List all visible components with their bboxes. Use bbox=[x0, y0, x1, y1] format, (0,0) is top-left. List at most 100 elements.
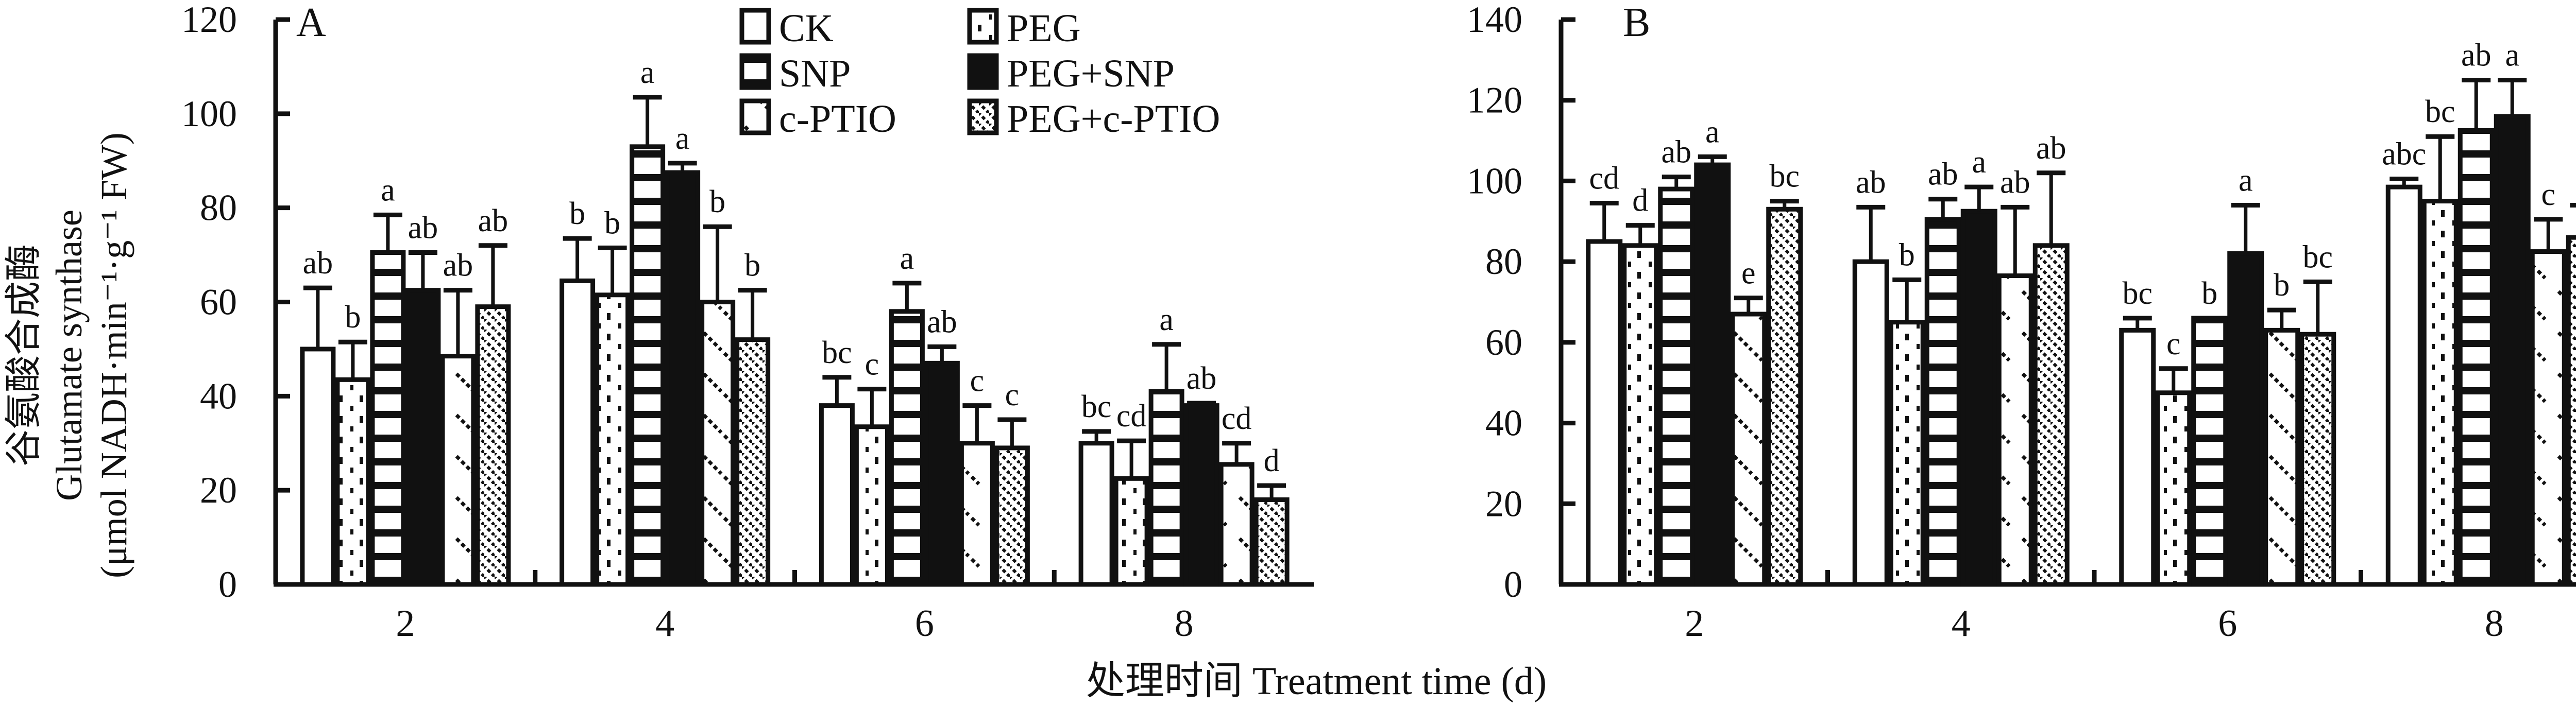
significance-letter: a bbox=[1972, 145, 1986, 180]
significance-letter: ab bbox=[2461, 38, 2492, 73]
significance-letter: ab bbox=[1187, 361, 1217, 396]
y-tick-label: 20 bbox=[1485, 483, 1522, 524]
significance-letter: a bbox=[675, 121, 690, 156]
significance-letter: ab bbox=[478, 203, 509, 238]
bar-peg-plus-snp bbox=[405, 288, 441, 587]
bar-peg-plus-snp bbox=[1183, 403, 1219, 587]
significance-letter: a bbox=[900, 241, 914, 276]
legend-label: SNP bbox=[779, 52, 851, 95]
x-tick-label: 8 bbox=[1175, 602, 1194, 645]
bar-snp bbox=[1924, 217, 1961, 587]
panel-label-b: B bbox=[1623, 0, 1650, 45]
bar-c-ptio bbox=[2530, 249, 2567, 587]
bar-peg bbox=[2155, 390, 2192, 587]
bar-c-ptio bbox=[1730, 312, 1767, 587]
legend-item: CK bbox=[739, 7, 834, 50]
bar-peg-plus-snp bbox=[1694, 162, 1731, 587]
significance-letter: b bbox=[744, 248, 760, 283]
bar-peg-plus-c-ptio bbox=[2566, 235, 2576, 587]
y-tick-label: 100 bbox=[1467, 160, 1522, 201]
legend-label: PEG+SNP bbox=[1007, 52, 1175, 95]
bar-ck bbox=[1852, 259, 1889, 587]
bar-ck bbox=[819, 403, 855, 587]
significance-letter: a bbox=[1159, 302, 1174, 337]
y-tick-label: 80 bbox=[1485, 241, 1522, 282]
legend-item: SNP bbox=[739, 52, 851, 95]
significance-letter: d bbox=[1632, 183, 1648, 218]
legend-swatch bbox=[967, 8, 999, 45]
x-tick-label: 8 bbox=[2485, 602, 2504, 645]
y-tick-label: 40 bbox=[1485, 403, 1522, 444]
significance-letter: ab bbox=[1661, 135, 1691, 170]
significance-letter: d bbox=[1264, 443, 1280, 478]
significance-letter: b bbox=[709, 184, 725, 219]
x-tick-label: 2 bbox=[396, 602, 415, 645]
y-tick-label: 20 bbox=[200, 470, 237, 511]
x-tick-label: 4 bbox=[1952, 602, 1971, 645]
significance-letter: bc bbox=[1081, 389, 1112, 424]
legend-label: PEG+c-PTIO bbox=[1007, 97, 1220, 141]
significance-letter: cd bbox=[1222, 401, 1252, 436]
significance-letter: ab bbox=[2000, 165, 2030, 200]
bar-ck bbox=[2119, 327, 2156, 587]
bar-c-ptio bbox=[1218, 462, 1255, 587]
legend-swatch bbox=[739, 8, 771, 45]
bar-c-ptio bbox=[700, 300, 736, 587]
legend-label: c-PTIO bbox=[779, 97, 896, 141]
bar-c-ptio bbox=[440, 354, 476, 587]
x-tick-label: 4 bbox=[655, 602, 674, 645]
bar-snp bbox=[1658, 186, 1695, 587]
bar-snp bbox=[370, 250, 406, 587]
legend-item: PEG bbox=[967, 7, 1081, 50]
y-tick-label: 120 bbox=[1467, 80, 1522, 121]
x-axis-title: 处理时间 Treatment time (d) bbox=[1086, 660, 1547, 703]
bar-peg bbox=[595, 292, 631, 587]
bar-peg-plus-c-ptio bbox=[1766, 206, 1803, 587]
bar-peg-plus-c-ptio bbox=[994, 445, 1030, 587]
legend-item: PEG+SNP bbox=[967, 52, 1175, 95]
legend-swatch bbox=[967, 53, 999, 90]
y-tick-label: 60 bbox=[1485, 322, 1522, 363]
bar-peg bbox=[854, 424, 890, 587]
y-tick-label: 60 bbox=[200, 282, 237, 323]
significance-letter: ab bbox=[443, 248, 473, 283]
significance-letter: c bbox=[1005, 377, 1020, 412]
y-tick-label: 0 bbox=[218, 564, 237, 605]
significance-letter: cd bbox=[1116, 399, 1147, 434]
x-tick-label: 6 bbox=[2218, 602, 2237, 645]
y-tick-label: 80 bbox=[200, 187, 237, 229]
bar-ck bbox=[1078, 441, 1114, 587]
x-tick-label: 2 bbox=[1685, 602, 1704, 645]
significance-letter: ab bbox=[303, 246, 333, 281]
legend-item: c-PTIO bbox=[739, 97, 896, 141]
bar-peg bbox=[335, 377, 371, 587]
bar-snp bbox=[630, 144, 666, 587]
bar-c-ptio bbox=[959, 441, 995, 587]
significance-letter: b bbox=[345, 300, 361, 335]
legend-swatch bbox=[967, 98, 999, 135]
y-axis-title-cn: 谷氨酸合成酶 bbox=[3, 244, 44, 467]
significance-letter: ab bbox=[1856, 165, 1886, 200]
bar-ck bbox=[1586, 239, 1623, 587]
significance-letter: cd bbox=[1589, 161, 1619, 196]
bar-peg-plus-snp bbox=[1960, 209, 1997, 587]
legend-label: PEG bbox=[1007, 7, 1081, 50]
y-axis-title-unit: (μmol NADH·min⁻¹·g⁻¹ FW) bbox=[93, 132, 134, 578]
bar-snp bbox=[1148, 389, 1184, 587]
bar-snp bbox=[889, 309, 925, 587]
bar-snp bbox=[2191, 316, 2228, 587]
y-tick-label: 120 bbox=[181, 0, 237, 40]
significance-letter: b bbox=[569, 196, 585, 231]
significance-letter: b bbox=[604, 205, 620, 240]
significance-letter: a bbox=[381, 172, 395, 208]
bar-peg-plus-c-ptio bbox=[2032, 243, 2070, 587]
significance-letter: c bbox=[970, 364, 985, 399]
bar-peg-plus-snp bbox=[924, 360, 960, 587]
significance-letter: bc bbox=[2302, 239, 2333, 274]
bar-peg-plus-c-ptio bbox=[475, 304, 511, 587]
significance-letter: a bbox=[2239, 163, 2253, 198]
bar-snp bbox=[2458, 128, 2495, 587]
bar-peg-plus-snp bbox=[2227, 251, 2264, 587]
